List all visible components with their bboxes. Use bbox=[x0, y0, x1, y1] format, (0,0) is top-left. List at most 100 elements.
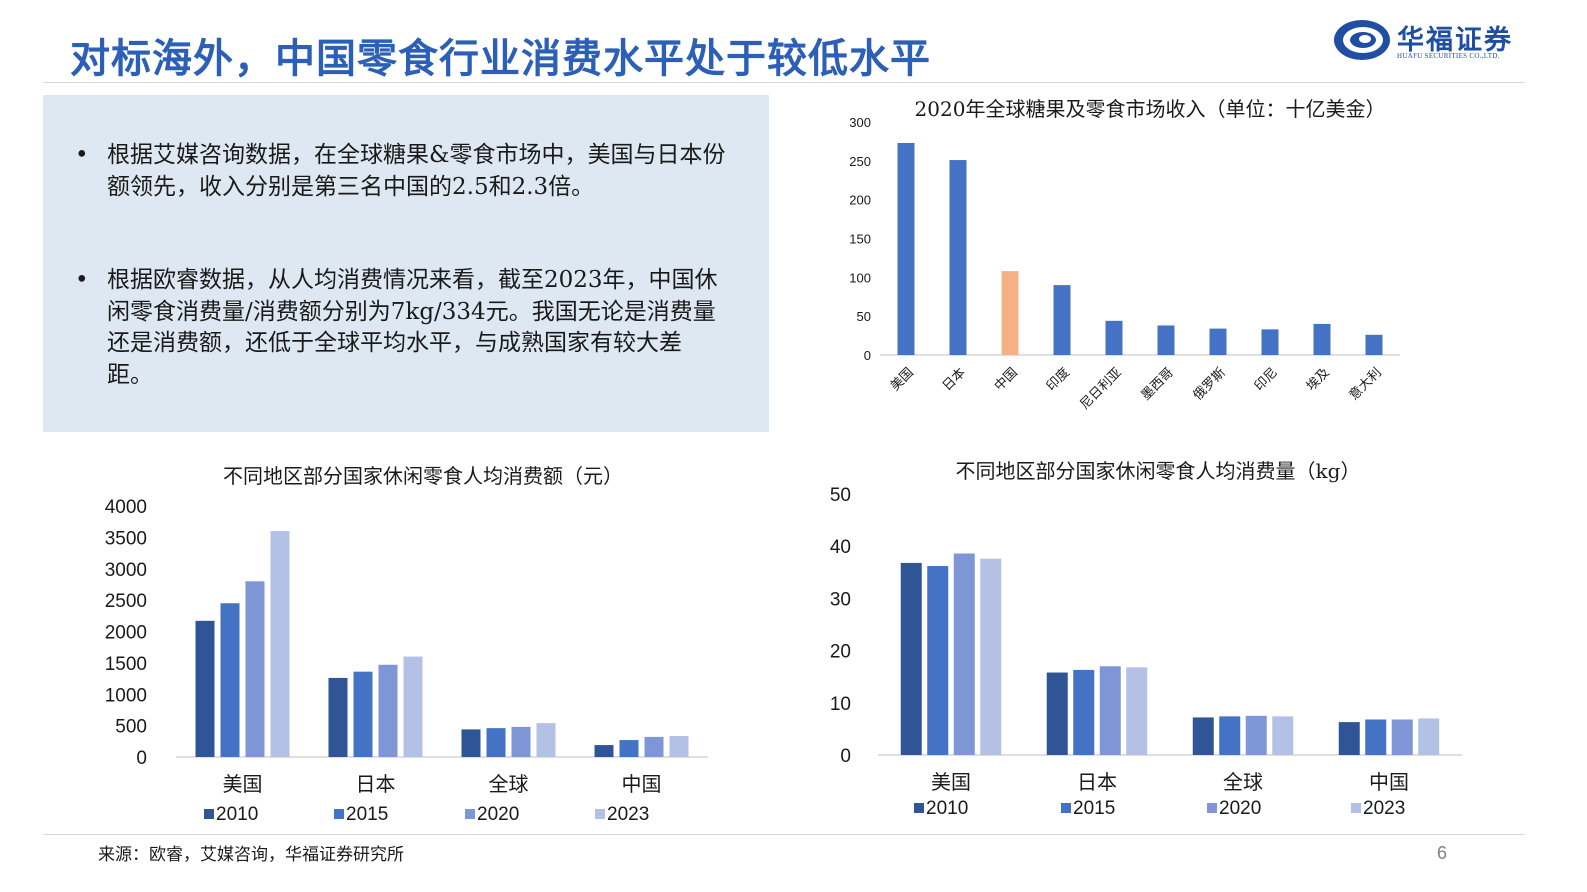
legend-swatch bbox=[914, 803, 924, 813]
x-tick-label: 美国 bbox=[931, 770, 971, 794]
bar bbox=[927, 566, 949, 755]
legend-label: 2010 bbox=[216, 804, 258, 825]
bar bbox=[900, 562, 922, 755]
bar bbox=[949, 160, 967, 355]
legend-swatch bbox=[334, 809, 344, 819]
summary-box bbox=[43, 95, 769, 432]
header-divider bbox=[43, 82, 1525, 83]
y-tick-label: 4000 bbox=[105, 497, 147, 518]
footer-divider bbox=[43, 834, 1525, 835]
bar bbox=[1365, 719, 1387, 755]
y-tick-label: 1000 bbox=[105, 685, 147, 706]
bar bbox=[461, 729, 481, 757]
bar bbox=[897, 142, 915, 355]
y-tick-label: 10 bbox=[830, 694, 851, 715]
bar bbox=[1126, 667, 1148, 755]
y-tick-label: 20 bbox=[830, 642, 851, 663]
bar bbox=[594, 745, 614, 757]
bar bbox=[1001, 271, 1019, 355]
bar bbox=[486, 728, 506, 757]
y-tick-label: 50 bbox=[857, 309, 871, 324]
legend-label: 2015 bbox=[346, 804, 388, 825]
chart-title: 不同地区部分国家休闲零食人均消费量（kg） bbox=[956, 459, 1361, 483]
bar bbox=[1157, 325, 1175, 355]
bar bbox=[328, 677, 348, 757]
bar bbox=[378, 664, 398, 757]
y-tick-label: 150 bbox=[849, 232, 871, 247]
legend-label: 2015 bbox=[1073, 798, 1115, 819]
legend-swatch bbox=[1351, 803, 1361, 813]
y-tick-label: 0 bbox=[864, 348, 871, 363]
y-tick-label: 50 bbox=[830, 485, 851, 506]
chart-title: 不同地区部分国家休闲零食人均消费额（元） bbox=[223, 464, 623, 488]
y-tick-label: 100 bbox=[849, 270, 871, 285]
y-tick-label: 3500 bbox=[105, 528, 147, 549]
bar bbox=[1365, 334, 1383, 355]
x-tick-label: 日本 bbox=[1077, 770, 1117, 794]
bar bbox=[1053, 285, 1071, 355]
bullet-text: 根据艾媒咨询数据，在全球糖果&零食市场中，美国与日本份额领先，收入分别是第三名中… bbox=[107, 142, 726, 200]
y-tick-label: 2000 bbox=[105, 623, 147, 644]
bar bbox=[980, 558, 1002, 755]
bar bbox=[403, 656, 423, 757]
legend-swatch bbox=[204, 809, 214, 819]
chart-title: 2020年全球糖果及零食市场收入（单位：十亿美金） bbox=[915, 97, 1386, 121]
legend-label: 2020 bbox=[477, 804, 519, 825]
y-tick-label: 1500 bbox=[105, 654, 147, 675]
y-tick-label: 2500 bbox=[105, 591, 147, 612]
bullet-marker: • bbox=[75, 142, 89, 168]
legend-label: 2010 bbox=[926, 798, 968, 819]
bar bbox=[1105, 320, 1123, 355]
legend-swatch bbox=[465, 809, 475, 819]
bar bbox=[220, 603, 240, 757]
company-logo: 华福证券 HUAFU SECURITIES CO.,LTD. bbox=[1333, 18, 1533, 66]
bar bbox=[669, 736, 689, 757]
y-tick-label: 30 bbox=[830, 589, 851, 610]
bar bbox=[536, 723, 556, 757]
y-tick-label: 200 bbox=[849, 193, 871, 208]
bar bbox=[1391, 719, 1413, 755]
y-tick-label: 0 bbox=[136, 748, 147, 769]
y-tick-label: 40 bbox=[830, 537, 851, 558]
bar bbox=[1245, 715, 1267, 755]
bar bbox=[953, 553, 975, 755]
legend-swatch bbox=[1061, 803, 1071, 813]
x-tick-label: 全球 bbox=[489, 772, 529, 796]
source-note: 来源：欧睿，艾媒咨询，华福证券研究所 bbox=[98, 845, 404, 865]
bar bbox=[1338, 722, 1360, 755]
bar bbox=[195, 620, 215, 757]
bar bbox=[1073, 669, 1095, 755]
logo-icon bbox=[1334, 20, 1390, 60]
bar bbox=[1209, 328, 1227, 355]
legend-label: 2020 bbox=[1219, 798, 1261, 819]
bar bbox=[270, 531, 290, 757]
legend-swatch bbox=[595, 809, 605, 819]
y-tick-label: 3000 bbox=[105, 560, 147, 581]
logo-name: 华福证券 bbox=[1397, 25, 1513, 56]
x-tick-label: 全球 bbox=[1223, 770, 1263, 794]
bar bbox=[511, 726, 531, 757]
bar bbox=[1418, 718, 1440, 755]
bar bbox=[1046, 672, 1068, 755]
bar bbox=[1313, 323, 1331, 355]
page-number: 6 bbox=[1437, 843, 1448, 863]
bar bbox=[1219, 716, 1241, 755]
x-tick-label: 中国 bbox=[1369, 770, 1409, 794]
bar bbox=[353, 671, 373, 757]
bar bbox=[1099, 666, 1121, 755]
bullet-text: 根据欧睿数据，从人均消费情况来看，截至2023年，中国休闲零食消费量/消费额分别… bbox=[107, 267, 718, 388]
y-tick-label: 0 bbox=[840, 746, 851, 767]
logo-subtitle: HUAFU SECURITIES CO.,LTD. bbox=[1397, 52, 1500, 60]
x-tick-label: 日本 bbox=[356, 772, 396, 796]
legend-swatch bbox=[1207, 803, 1217, 813]
legend-label: 2023 bbox=[607, 804, 649, 825]
bar bbox=[1192, 717, 1214, 755]
bar bbox=[1261, 329, 1279, 355]
x-tick-label: 美国 bbox=[223, 772, 263, 796]
legend-label: 2023 bbox=[1363, 798, 1405, 819]
y-tick-label: 300 bbox=[849, 115, 871, 130]
bar bbox=[644, 736, 664, 757]
bullet-marker: • bbox=[75, 267, 89, 293]
